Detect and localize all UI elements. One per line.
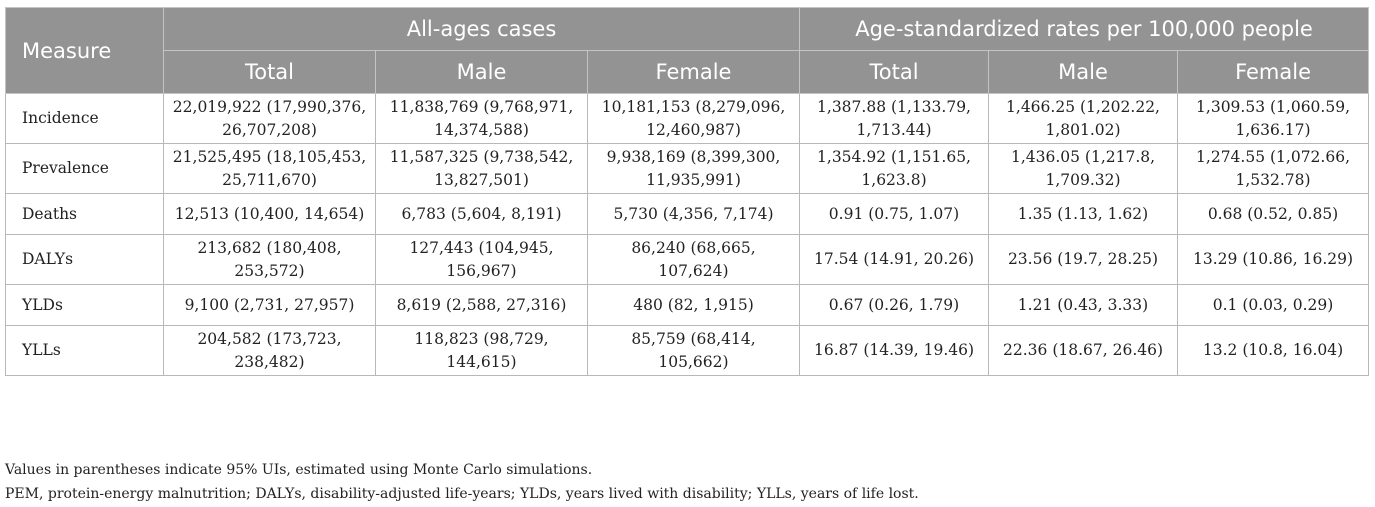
table-row: Deaths 12,513 (10,400, 14,654) 6,783 (5,… [5,193,1370,235]
row-measure: YLDs [5,284,164,326]
header-age-standardized-rates: Age-standardized rates per 100,000 peopl… [799,7,1370,51]
table-row: YLDs 9,100 (2,731, 27,957) 8,619 (2,588,… [5,284,1370,326]
table-cell: 127,443 (104,945, 156,967) [375,234,588,285]
table-row: Prevalence 21,525,495 (18,105,453, 25,71… [5,143,1370,194]
table-footnotes: Values in parentheses indicate 95% UIs, … [5,458,919,506]
table-container: Measure All-ages cases Age-standardized … [5,7,1370,376]
table-cell: 21,525,495 (18,105,453, 25,711,670) [163,143,376,194]
table-cell: 1,436.05 (1,217.8, 1,709.32) [988,143,1179,194]
table-cell: 1,274.55 (1,072.66, 1,532.78) [1177,143,1370,194]
header-measure: Measure [5,7,164,94]
table-cell: 9,938,169 (8,399,300, 11,935,991) [586,143,801,194]
table-cell: 1.21 (0.43, 3.33) [988,284,1179,326]
burden-table: Measure All-ages cases Age-standardized … [5,7,1370,376]
table-cell: 0.91 (0.75, 1.07) [799,193,990,235]
table-row: DALYs 213,682 (180,408, 253,572) 127,443… [5,234,1370,285]
header-rate-female: Female [1177,50,1370,94]
table-cell: 86,240 (68,665, 107,624) [586,234,801,285]
table-row: YLLs 204,582 (173,723, 238,482) 118,823 … [5,325,1370,376]
header-all-ages-male: Male [375,50,588,94]
row-measure: Prevalence [5,143,164,194]
table-cell: 118,823 (98,729, 144,615) [375,325,588,376]
table-cell: 8,619 (2,588, 27,316) [375,284,588,326]
table-cell: 9,100 (2,731, 27,957) [163,284,376,326]
table-cell: 1,354.92 (1,151.65, 1,623.8) [799,143,990,194]
table-cell: 85,759 (68,414, 105,662) [586,325,801,376]
table-cell: 1,387.88 (1,133.79, 1,713.44) [799,93,990,144]
header-rate-male: Male [988,50,1179,94]
table-cell: 0.67 (0.26, 1.79) [799,284,990,326]
table-cell: 10,181,153 (8,279,096, 12,460,987) [586,93,801,144]
footnote-uncertainty: Values in parentheses indicate 95% UIs, … [5,462,593,478]
table-cell: 1,466.25 (1,202.22, 1,801.02) [988,93,1179,144]
table-cell: 5,730 (4,356, 7,174) [586,193,801,235]
table-cell: 17.54 (14.91, 20.26) [799,234,990,285]
table-cell: 12,513 (10,400, 14,654) [163,193,376,235]
table-cell: 23.56 (19.7, 28.25) [988,234,1179,285]
table-cell: 22.36 (18.67, 26.46) [988,325,1179,376]
table-cell: 204,582 (173,723, 238,482) [163,325,376,376]
table-cell: 13.29 (10.86, 16.29) [1177,234,1370,285]
table-cell: 22,019,922 (17,990,376, 26,707,208) [163,93,376,144]
header-all-ages-cases: All-ages cases [162,7,801,51]
row-measure: YLLs [5,325,164,376]
table-cell: 0.68 (0.52, 0.85) [1177,193,1370,235]
header-all-ages-total: Total [163,50,376,94]
table-cell: 6,783 (5,604, 8,191) [375,193,588,235]
header-all-ages-female: Female [586,50,801,94]
table-cell: 13.2 (10.8, 16.04) [1177,325,1370,376]
table-cell: 11,838,769 (9,768,971, 14,374,588) [375,93,588,144]
header-rate-total: Total [799,50,990,94]
table-row: Incidence 22,019,922 (17,990,376, 26,707… [5,93,1370,144]
table-cell: 1,309.53 (1,060.59, 1,636.17) [1177,93,1370,144]
row-measure: DALYs [5,234,164,285]
row-measure: Deaths [5,193,164,235]
footnote-abbreviations: PEM, protein-energy malnutrition; DALYs,… [5,486,919,502]
table-cell: 11,587,325 (9,738,542, 13,827,501) [375,143,588,194]
table-cell: 480 (82, 1,915) [586,284,801,326]
table-cell: 1.35 (1.13, 1.62) [988,193,1179,235]
row-measure: Incidence [5,93,164,144]
table-cell: 0.1 (0.03, 0.29) [1177,284,1370,326]
table-cell: 213,682 (180,408, 253,572) [163,234,376,285]
table-cell: 16.87 (14.39, 19.46) [799,325,990,376]
